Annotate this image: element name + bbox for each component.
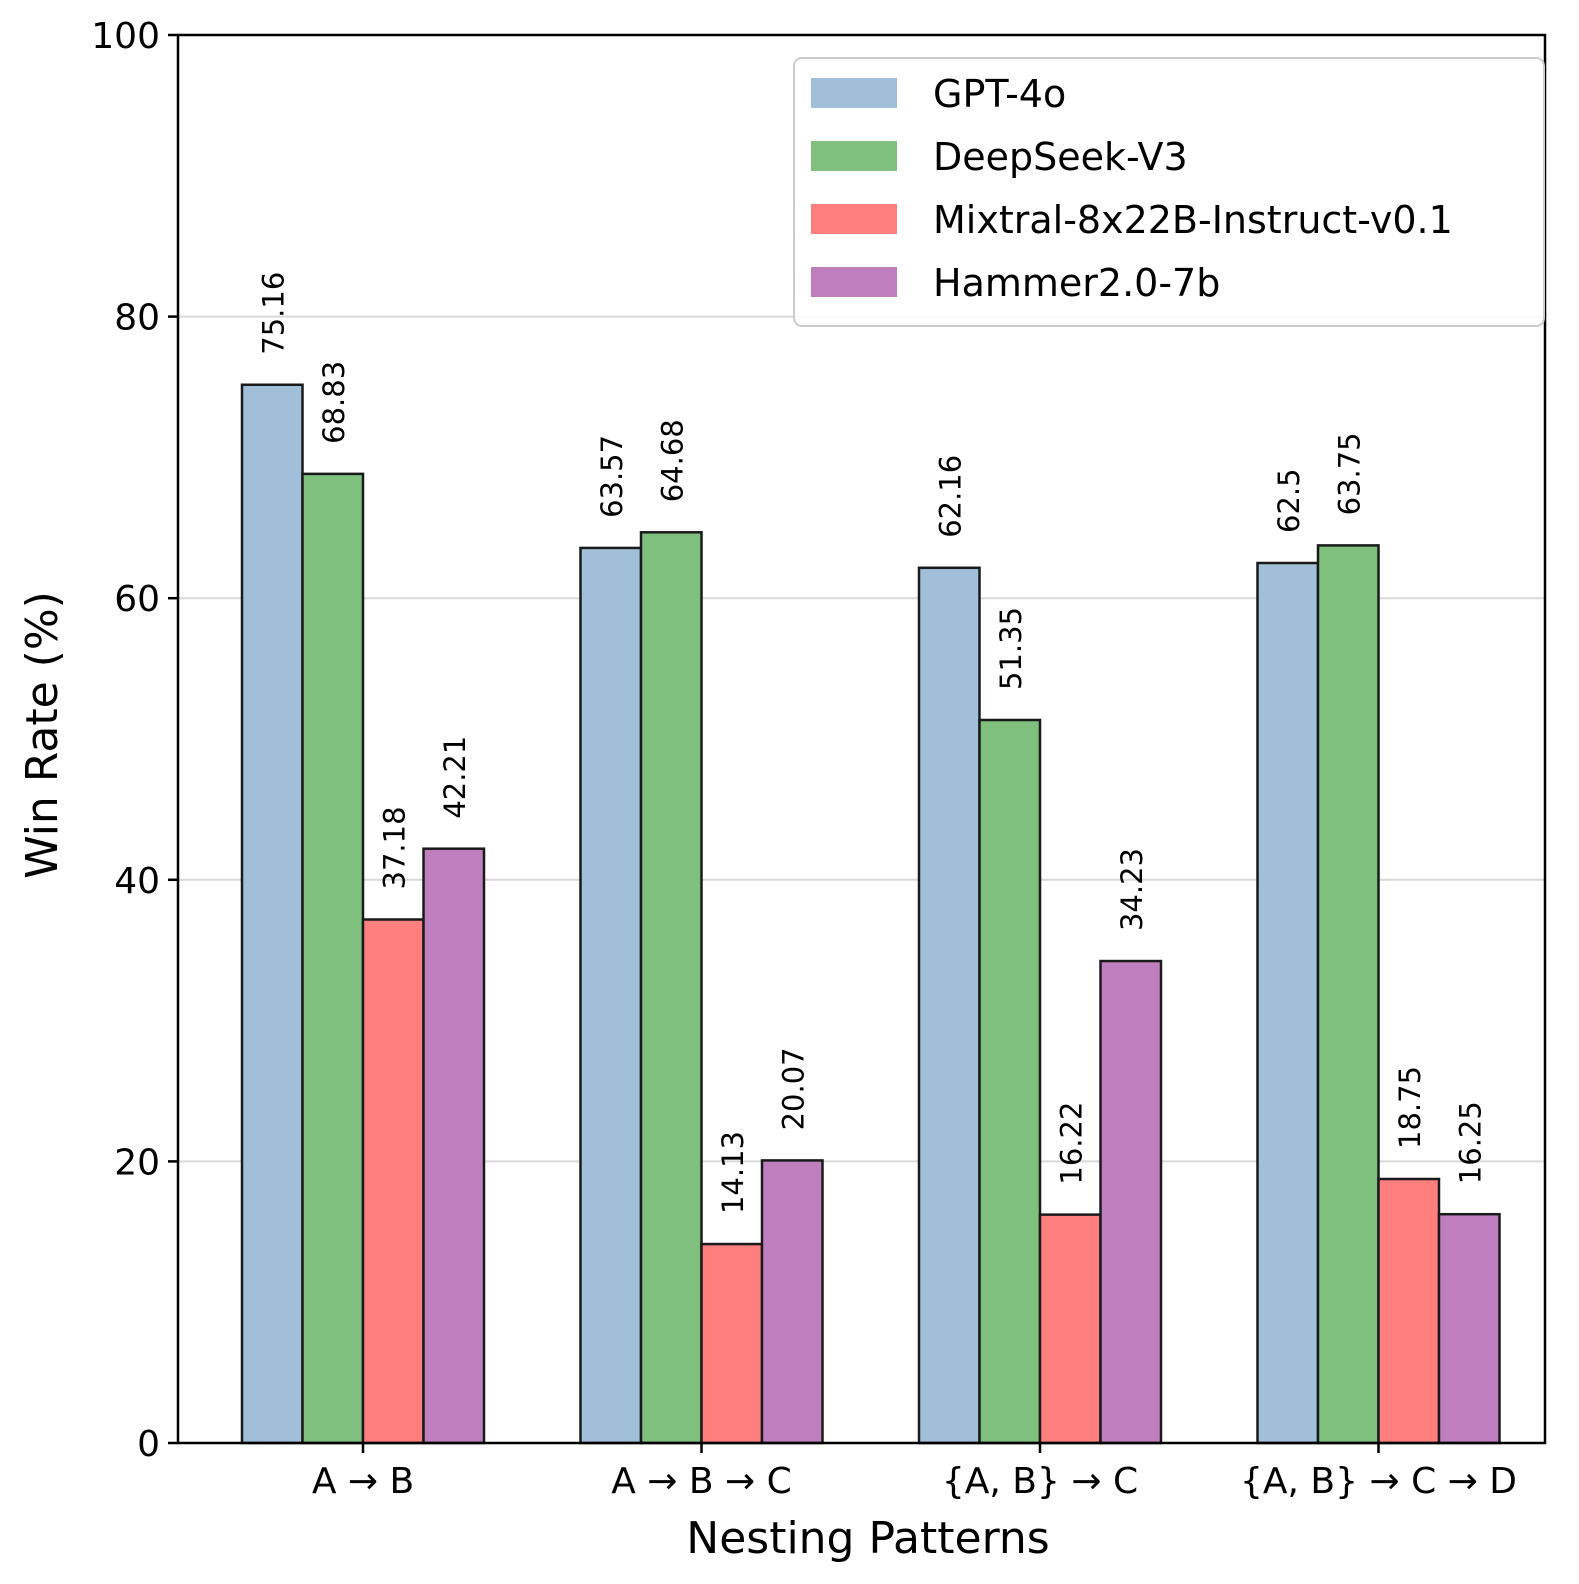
bar (579, 546, 643, 1445)
bar (1099, 959, 1163, 1445)
bar-value-label: 62.5 (1272, 468, 1306, 533)
bar-value-label: 75.16 (256, 272, 290, 355)
legend-swatch (811, 204, 897, 234)
legend-label: Mixtral-8x22B-Instruct-v0.1 (933, 198, 1453, 242)
y-axis-title: Win Rate (%) (17, 591, 68, 879)
x-tick-label: {A, B} → C (942, 1461, 1138, 1502)
bar (422, 847, 486, 1445)
x-tick-label: {A, B} → C → D (1240, 1461, 1517, 1502)
legend-swatch (811, 141, 897, 171)
bar (760, 1159, 824, 1445)
bar (240, 383, 304, 1445)
bar-value-label: 34.23 (1115, 848, 1149, 931)
bar-value-label: 42.21 (438, 736, 472, 819)
y-tick-label: 60 (114, 579, 160, 620)
bar (361, 918, 425, 1445)
x-axis-title: Nesting Patterns (686, 1513, 1049, 1564)
legend-box (793, 57, 1545, 327)
bar-value-label: 20.07 (776, 1047, 810, 1130)
bar (978, 718, 1042, 1445)
bar (1316, 544, 1380, 1445)
bar (917, 566, 981, 1445)
bar (1256, 561, 1320, 1445)
bars (240, 383, 1501, 1445)
y-tick-label: 40 (114, 861, 160, 902)
bar (301, 472, 365, 1445)
bar (1437, 1212, 1501, 1445)
bar (639, 531, 703, 1445)
data-labels: 75.16 63.57 62.16 62.5 68.83 64.68 51.35 63.75 3… (256, 272, 1487, 1214)
bar-value-label: 37.18 (377, 806, 411, 889)
y-tick-label: 80 (114, 298, 160, 339)
bar-value-label: 62.16 (933, 455, 967, 538)
bar-value-label: 51.35 (994, 607, 1028, 690)
plot-border (176, 33, 1547, 1445)
y-tick-label: 0 (137, 1424, 160, 1465)
legend-label: Hammer2.0-7b (933, 261, 1220, 305)
x-tick-label: A → B → C (611, 1461, 792, 1502)
bar-value-label: 63.57 (595, 435, 629, 518)
axis-ticks: 0 20 40 60 80 100 A → B A → B → C {A, B} → C {A, … (91, 16, 1517, 1502)
bar (1377, 1177, 1441, 1445)
bar-value-label: 68.83 (317, 361, 351, 444)
y-tick-label: 100 (91, 16, 160, 57)
legend-label: GPT-4o (933, 72, 1066, 116)
bar (700, 1242, 764, 1445)
legend-swatch (811, 78, 897, 108)
bar-value-label: 63.75 (1332, 432, 1366, 515)
legend-label: DeepSeek-V3 (933, 135, 1188, 179)
bar-value-label: 16.25 (1453, 1101, 1487, 1184)
plot-frame (176, 33, 1547, 1445)
bar-value-label: 18.75 (1393, 1066, 1427, 1149)
bar-value-label: 64.68 (655, 419, 689, 502)
legend-swatch (811, 267, 897, 297)
legend: GPT-4o DeepSeek-V3 Mixtral-8x22B-Instruct-… (793, 57, 1545, 327)
bar-value-label: 16.22 (1054, 1102, 1088, 1185)
x-tick-label: A → B (312, 1461, 414, 1502)
bar (1038, 1213, 1102, 1445)
bar-value-label: 14.13 (716, 1131, 750, 1214)
y-tick-label: 20 (114, 1142, 160, 1183)
